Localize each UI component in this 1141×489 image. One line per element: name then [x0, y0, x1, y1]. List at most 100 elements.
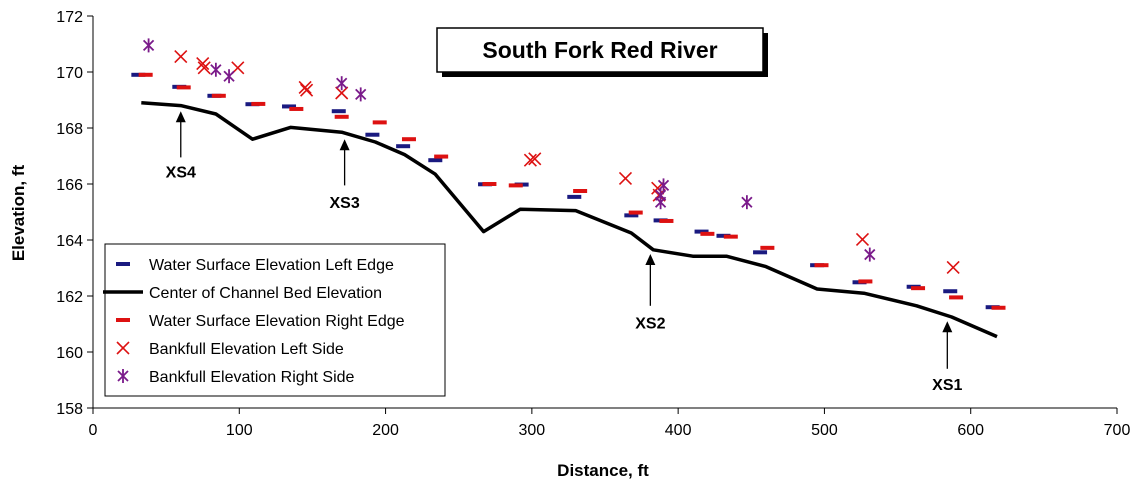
- legend-swatch: [116, 341, 130, 355]
- annotation-arrow-head: [942, 321, 953, 333]
- annotation-layer: XS4 XS3 XS2 XS1: [166, 111, 963, 394]
- data-point: [335, 86, 349, 100]
- data-point: [223, 69, 235, 84]
- annotation-xs2: XS2: [635, 254, 666, 333]
- marker-stroke: [335, 86, 349, 100]
- annotation-arrow-head: [175, 111, 186, 123]
- data-point: [298, 80, 312, 94]
- data-point: [814, 263, 829, 268]
- annotation-xs4: XS4: [166, 111, 196, 181]
- data-point: [331, 109, 346, 114]
- annotation-arrow-head: [339, 139, 350, 151]
- data-point: [659, 218, 674, 223]
- data-point: [624, 213, 639, 218]
- data-point: [694, 229, 709, 234]
- annotation-label: XS4: [166, 164, 196, 181]
- data-point: [723, 234, 738, 239]
- data-point: [864, 247, 876, 262]
- data-point: [482, 182, 497, 186]
- x-tick-label: 100: [226, 422, 253, 439]
- legend-label: Bankfull Elevation Right Side: [149, 369, 355, 386]
- data-point: [741, 195, 753, 210]
- chart-title-box: South Fork Red River: [436, 27, 768, 77]
- data-point: [949, 295, 964, 300]
- data-point: [176, 85, 191, 90]
- data-point: [142, 38, 155, 53]
- data-point: [211, 93, 226, 98]
- data-point: [760, 245, 775, 250]
- data-point: [174, 50, 188, 64]
- x-tick-label: 700: [1104, 422, 1131, 439]
- chart-title-frame: [436, 27, 764, 73]
- legend-label: Water Surface Elevation Right Edge: [149, 313, 405, 330]
- chart-title: South Fork Red River: [482, 37, 717, 63]
- annotation-label: XS2: [635, 316, 665, 333]
- marker-stroke: [523, 153, 537, 167]
- data-point: [946, 260, 960, 275]
- data-point: [365, 132, 380, 137]
- data-point: [196, 57, 210, 71]
- data-point: [396, 144, 411, 149]
- x-tick-label: 600: [957, 422, 984, 439]
- marker-stroke: [300, 83, 314, 97]
- data-point: [855, 232, 870, 247]
- y-axis-title: Elevation, ft: [9, 164, 28, 261]
- data-point: [289, 106, 304, 111]
- legend-label: Center of Channel Bed Elevation: [149, 285, 382, 302]
- data-point: [753, 250, 768, 255]
- marker-stroke: [855, 232, 870, 247]
- y-tick-label: 158: [56, 401, 83, 418]
- x-tick-label: 0: [89, 422, 98, 439]
- legend-item: Center of Channel Bed Elevation: [103, 285, 382, 302]
- annotation-xs1: XS1: [932, 321, 963, 394]
- data-point: [573, 189, 588, 193]
- bed-elevation-line: [141, 101, 998, 339]
- data-point: [336, 76, 348, 91]
- series-4: [142, 38, 876, 262]
- marker-stroke: [528, 152, 542, 166]
- y-tick-label: 164: [56, 233, 83, 250]
- data-point: [618, 171, 633, 185]
- marker-stroke: [618, 171, 633, 185]
- marker-stroke: [196, 57, 210, 71]
- marker-stroke: [197, 61, 211, 75]
- marker-stroke: [298, 80, 312, 94]
- series-3: [174, 50, 960, 275]
- data-point: [372, 120, 387, 125]
- annotation-xs3: XS3: [329, 139, 360, 212]
- x-tick-label: 200: [372, 422, 399, 439]
- series-2: [138, 72, 1006, 310]
- data-point: [197, 61, 211, 75]
- legend-label: Bankfull Elevation Left Side: [149, 341, 344, 358]
- data-point: [508, 183, 523, 188]
- marker-stroke: [116, 341, 130, 355]
- legend-swatch: [117, 369, 129, 383]
- marker-stroke: [946, 260, 960, 275]
- data-point: [943, 289, 958, 294]
- data-point: [523, 153, 537, 167]
- legend-item: Water Surface Elevation Right Edge: [116, 313, 405, 330]
- data-point: [138, 72, 153, 77]
- data-point: [355, 87, 367, 102]
- data-point: [911, 286, 926, 291]
- x-tick-label: 500: [811, 422, 838, 439]
- data-point: [858, 279, 873, 284]
- data-point: [991, 305, 1006, 310]
- data-point: [334, 114, 349, 119]
- data-point: [528, 152, 542, 166]
- data-point: [131, 72, 146, 77]
- legend-swatch: [116, 318, 130, 322]
- y-tick-label: 172: [56, 9, 83, 26]
- x-tick-label: 400: [665, 422, 692, 439]
- series-1: [141, 101, 998, 339]
- annotation-arrow-head: [645, 254, 656, 265]
- data-point: [210, 62, 222, 77]
- y-tick-label: 162: [56, 289, 83, 306]
- axes: 0 100 200 300 400 500 600 700 158 160 162 164 166 168…: [56, 9, 1130, 439]
- data-point: [716, 233, 731, 238]
- data-point: [654, 195, 667, 210]
- series-layer: [131, 38, 1006, 339]
- data-point: [428, 158, 443, 163]
